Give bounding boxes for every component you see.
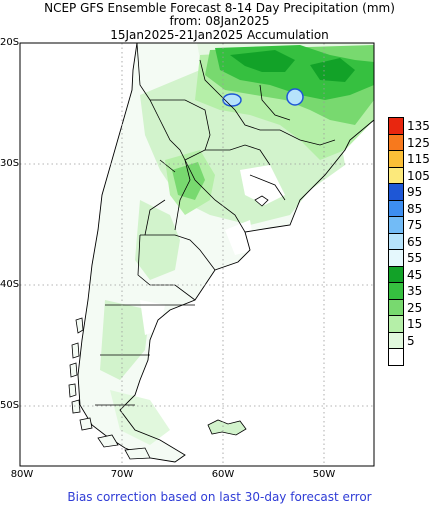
lat-label-30s: 30S (0, 158, 20, 169)
legend-label: 85 (407, 201, 423, 216)
legend-label: 15 (407, 317, 423, 331)
legend-label: 25 (407, 300, 423, 315)
legend-swatch (388, 150, 404, 168)
legend-swatch (388, 298, 404, 317)
legend-label: 55 (407, 251, 423, 265)
lon-label-50w: 50W (312, 469, 336, 480)
chart-valid-period: 15Jan2025-21Jan2025 Accumulation (110, 28, 329, 42)
lat-label-50s: 50S (0, 400, 20, 411)
map-frame (19, 42, 375, 467)
legend-label: 105 (407, 168, 430, 183)
legend-swatch (388, 199, 404, 218)
falkland-islands (207, 419, 247, 436)
lon-label-80w: 80W (10, 469, 34, 480)
legend-label: 65 (407, 234, 423, 249)
legend-swatch (388, 315, 404, 333)
legend-swatch (388, 265, 404, 284)
gridlines (20, 43, 374, 466)
legend-label: 5 (407, 333, 415, 348)
legend-swatch (388, 348, 404, 366)
bias-correction-note: Bias correction based on last 30-day for… (67, 490, 372, 504)
legend-swatch (388, 117, 404, 135)
lon-label-70w: 70W (110, 469, 134, 480)
legend-swatch (388, 232, 404, 251)
legend-label: 75 (407, 218, 423, 232)
chart-title: NCEP GFS Ensemble Forecast 8-14 Day Prec… (44, 1, 395, 15)
lat-label-40s: 40S (0, 279, 20, 290)
legend-swatch (388, 183, 404, 201)
lon-label-60w: 60W (211, 469, 235, 480)
legend-swatch (388, 282, 404, 300)
legend-label: 135 (407, 119, 430, 133)
legend-swatch (388, 166, 404, 185)
legend-label: 125 (407, 135, 430, 150)
legend-label: 45 (407, 267, 423, 282)
legend-swatch (388, 216, 404, 234)
political-borders (95, 42, 336, 406)
precip-shading (100, 45, 374, 445)
legend-swatch (388, 133, 404, 152)
chart-init-date: from: 08Jan2025 (169, 14, 270, 28)
legend-swatch (388, 249, 404, 267)
coastline (77, 42, 375, 463)
lagoon (254, 195, 269, 207)
legend-label: 35 (407, 284, 423, 298)
legend-swatch (388, 331, 404, 350)
chile-islands (68, 317, 151, 460)
lat-label-20s: 20S (0, 37, 20, 48)
legend-label: 95 (407, 185, 423, 199)
legend-label: 115 (407, 152, 430, 166)
